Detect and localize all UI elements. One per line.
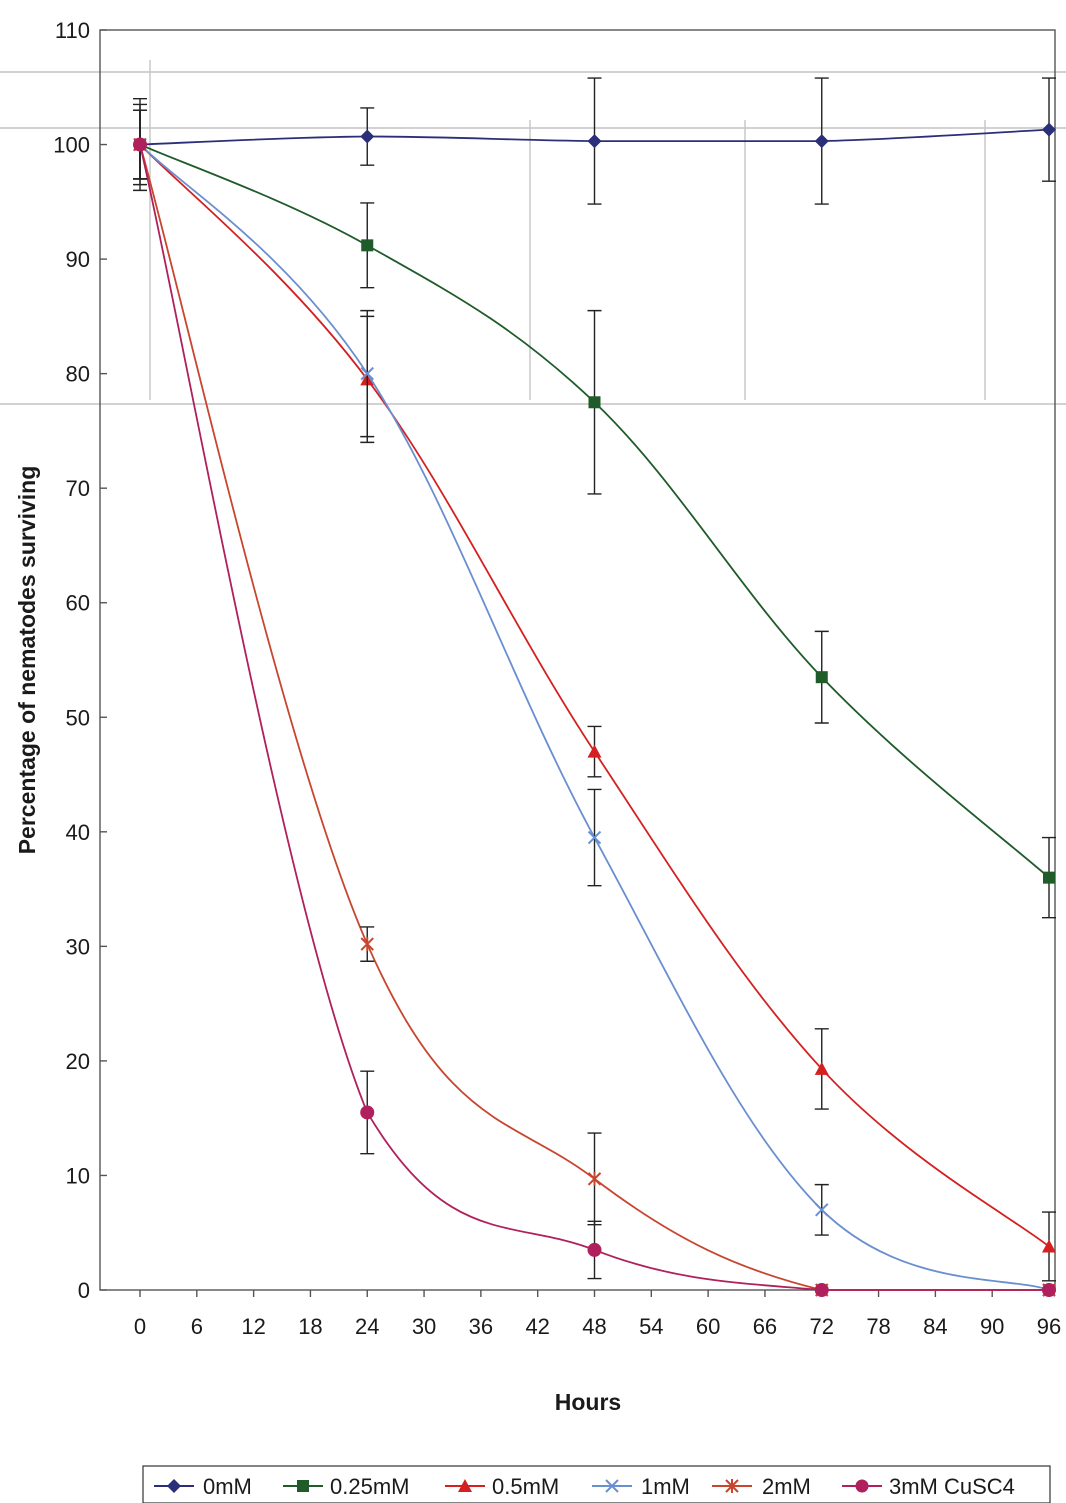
legend-item-0-25mm: 0.25mM — [283, 1474, 409, 1499]
series-line — [139, 144, 1049, 1291]
data-point-diamond — [1042, 122, 1056, 137]
legend-label-3mm: 3mM CuSC4 — [889, 1474, 1015, 1499]
y-tick-label: 110 — [55, 18, 90, 43]
legend-label-2mm: 2mM — [762, 1474, 811, 1499]
y-tick-label: 50 — [66, 705, 90, 730]
x-tick-label: 24 — [355, 1314, 379, 1339]
y-tick-label: 10 — [66, 1163, 90, 1188]
legend-item-0mm: 0mM — [154, 1474, 252, 1499]
x-tick-label: 48 — [582, 1314, 606, 1339]
x-tick-label: 66 — [753, 1314, 777, 1339]
series-5 — [133, 109, 1056, 1297]
data-point-triangle — [1042, 1239, 1056, 1253]
x-tick-label: 36 — [469, 1314, 493, 1339]
legend-square-marker — [297, 1480, 309, 1492]
data-point-square — [1043, 871, 1055, 884]
background-bleed-through — [0, 60, 1066, 405]
x-tick-label: 0 — [134, 1314, 146, 1339]
legend-star-marker — [725, 1479, 739, 1493]
y-tick-label: 30 — [66, 934, 90, 959]
x-tick-label: 18 — [298, 1314, 322, 1339]
y-tick-label: 60 — [66, 591, 90, 616]
legend-label-0-25mm: 0.25mM — [330, 1474, 409, 1499]
data-point-square — [361, 239, 374, 252]
legend-box — [142, 1465, 1051, 1503]
data-point-x — [360, 366, 374, 381]
series-3 — [133, 109, 1056, 1297]
y-axis-title: Percentage of nematodes surviving — [14, 466, 40, 855]
series-line — [139, 143, 1050, 879]
x-tick-label: 60 — [696, 1314, 720, 1339]
y-tick-label: 20 — [66, 1049, 90, 1074]
x-tick-label: 96 — [1037, 1314, 1061, 1339]
data-point-square — [815, 671, 828, 684]
data-point-star — [360, 937, 374, 952]
x-tick-label: 12 — [241, 1314, 265, 1339]
data-point-circle — [1042, 1283, 1056, 1297]
data-point-circle — [133, 137, 147, 152]
series-0 — [133, 77, 1056, 205]
plot-area — [99, 29, 1056, 1291]
legend-circle-marker — [855, 1479, 869, 1493]
x-tick-label: 6 — [191, 1314, 203, 1339]
data-point-circle — [587, 1242, 602, 1257]
legend-item-0-5mm: 0.5mM — [445, 1474, 559, 1499]
y-tick-label: 100 — [53, 133, 90, 158]
data-point-triangle — [814, 1061, 829, 1075]
data-point-square — [588, 396, 601, 409]
legend-label-0mm: 0mM — [203, 1474, 252, 1499]
x-tick-label: 72 — [810, 1314, 834, 1339]
data-point-triangle — [587, 744, 602, 758]
x-tick-label: 84 — [923, 1314, 947, 1339]
series-line — [139, 143, 1050, 1248]
data-point-circle — [814, 1283, 829, 1297]
y-tick-label: 80 — [66, 362, 90, 387]
data-point-x — [587, 830, 602, 845]
data-point-diamond — [360, 129, 375, 144]
legend-label-0-5mm: 0.5mM — [492, 1474, 559, 1499]
legend: 0mM 0.25mM 0.5mM 1mM 2mM 3mM CuSC4 — [142, 1465, 1051, 1503]
legend-item-1mm: 1mM — [592, 1474, 690, 1499]
series-line — [139, 143, 1050, 1291]
legend-item-2mm: 2mM — [712, 1474, 811, 1499]
data-point-star — [587, 1171, 602, 1186]
x-tick-label: 42 — [525, 1314, 549, 1339]
data-point-diamond — [587, 134, 602, 149]
x-tick-label: 90 — [980, 1314, 1004, 1339]
series-2 — [133, 109, 1056, 1282]
y-tick-label: 0 — [78, 1278, 90, 1303]
data-point-circle — [360, 1105, 375, 1120]
data-point-x — [815, 1203, 829, 1217]
y-tick-label: 40 — [66, 820, 90, 845]
x-axis-title: Hours — [555, 1389, 621, 1415]
series-4 — [133, 109, 1056, 1297]
data-point-diamond — [814, 134, 829, 149]
x-tick-label: 54 — [639, 1314, 663, 1339]
legend-item-3mm: 3mM CuSC4 — [842, 1474, 1015, 1499]
x-tick-label: 78 — [866, 1314, 890, 1339]
legend-triangle-marker — [458, 1479, 472, 1492]
legend-x-marker — [605, 1479, 619, 1493]
legend-diamond-marker — [167, 1479, 181, 1493]
legend-label-1mm: 1mM — [641, 1474, 690, 1499]
y-tick-label: 90 — [66, 247, 90, 272]
x-tick-label: 30 — [412, 1314, 436, 1339]
y-tick-label: 70 — [66, 476, 90, 501]
